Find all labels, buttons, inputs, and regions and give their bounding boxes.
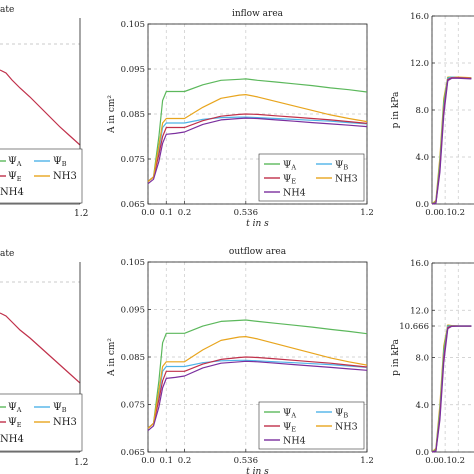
x-tick-label: 0.1 bbox=[159, 456, 173, 466]
y-tick-label: 0.095 bbox=[121, 65, 145, 75]
top-middle-chart: inflow area 0.0 0.1 0.2 0.536 1.2 0.065 0.075 0.… bbox=[107, 9, 374, 229]
bottom-left-legend: ΨA ΨB ΨE NH3 NH4 bbox=[0, 393, 83, 452]
x-tick-label: 0.536 bbox=[234, 208, 258, 218]
y-tick-label: 0.075 bbox=[121, 155, 145, 165]
x-tick-label: 1.2 bbox=[74, 458, 88, 468]
series-line-e bbox=[147, 113, 368, 182]
bottom-left-title: ate bbox=[0, 249, 14, 259]
series-line-nh3 bbox=[147, 336, 368, 429]
legend-label-psi-b: ΨB bbox=[53, 402, 67, 414]
legend-label-b: ΨB bbox=[335, 160, 348, 172]
top-left-title: ate bbox=[0, 5, 14, 15]
x-tick-label: 1.2 bbox=[360, 456, 374, 466]
y-tick-label: 12.0 bbox=[410, 306, 429, 316]
rate-curve bbox=[0, 69, 81, 146]
top-right-chart: 0.0 0.1 0.20.04.08.012.016.0p in kPa bbox=[391, 12, 474, 218]
x-tick-label: 0.0 bbox=[141, 208, 155, 218]
series-line-b bbox=[147, 359, 368, 429]
y-tick-label: 10.666 bbox=[399, 322, 429, 332]
legend-label-nh3: NH3 bbox=[53, 417, 77, 428]
legend-label-psi-b: ΨB bbox=[53, 156, 67, 168]
legend-label-nh4: NH4 bbox=[0, 434, 24, 445]
bottom-middle-chart: outflow area 0.0 0.1 0.2 0.536 1.2 0.065 0.075 0… bbox=[107, 247, 374, 474]
bottom-left-panel: ate 1.2 ΨA ΨB ΨE NH3 NH4 bbox=[0, 249, 88, 468]
y-tick-label: 16.0 bbox=[410, 12, 429, 22]
legend-label-nh4: NH4 bbox=[0, 187, 24, 198]
legend-label-a: ΨA bbox=[283, 408, 296, 420]
x-tick-label: 0.2 bbox=[451, 456, 465, 466]
pressure-series-line bbox=[431, 325, 472, 453]
y-tick-label: 0.065 bbox=[121, 448, 145, 458]
legend-label-e: ΨE bbox=[283, 174, 296, 186]
x-tick-label: 1.2 bbox=[74, 209, 88, 219]
y-tick-label: 0.105 bbox=[121, 258, 145, 268]
x-tick-label: 0.0 bbox=[141, 456, 155, 466]
series-line-nh4 bbox=[147, 117, 368, 185]
y-tick-label: 16.0 bbox=[410, 259, 429, 269]
x-tick-label: 0.2 bbox=[178, 456, 192, 466]
y-axis-label: A in cm² bbox=[107, 95, 117, 134]
legend-label-psi-e: ΨE bbox=[8, 171, 22, 183]
y-axis-label: A in cm² bbox=[107, 338, 117, 377]
x-axis-label: t in s bbox=[246, 467, 269, 474]
series-line-nh3 bbox=[147, 93, 368, 182]
series-line-b bbox=[147, 116, 368, 182]
axes-frame bbox=[147, 23, 368, 205]
x-tick-label: 0.2 bbox=[451, 208, 465, 218]
legend-label-b: ΨB bbox=[335, 408, 348, 420]
top-left-legend: ΨA ΨB ΨE NH3 NH4 bbox=[0, 148, 83, 204]
x-tick-label: 0.1 bbox=[438, 208, 452, 218]
x-axis-label: t in s bbox=[246, 219, 269, 229]
legend-label-nh3: NH3 bbox=[335, 422, 358, 433]
y-tick-label: 0.085 bbox=[121, 353, 145, 363]
series-line-e bbox=[147, 356, 368, 429]
x-tick-label: 0.0 bbox=[425, 456, 439, 466]
y-tick-label: 8.0 bbox=[415, 106, 429, 116]
y-tick-label: 12.0 bbox=[410, 59, 429, 69]
legend-label-psi-e: ΨE bbox=[8, 417, 22, 429]
chart-title: outflow area bbox=[229, 247, 287, 257]
legend-label-a: ΨA bbox=[283, 160, 296, 172]
axes-frame bbox=[147, 261, 368, 453]
rate-curve bbox=[0, 312, 81, 384]
x-tick-label: 0.1 bbox=[159, 208, 173, 218]
y-tick-label: 4.0 bbox=[415, 153, 429, 163]
x-tick-label: 0.2 bbox=[178, 208, 192, 218]
x-tick-label: 0.0 bbox=[425, 208, 439, 218]
y-tick-label: 0.095 bbox=[121, 306, 145, 316]
legend-label-psi-a: ΨA bbox=[8, 156, 22, 168]
series-line-a bbox=[147, 319, 368, 429]
legend-label-nh3: NH3 bbox=[335, 174, 358, 185]
y-tick-label: 0.0 bbox=[415, 448, 429, 458]
legend-label-psi-a: ΨA bbox=[8, 402, 22, 414]
y-tick-label: 4.0 bbox=[415, 401, 429, 411]
y-axis-label: p in kPa bbox=[391, 91, 401, 128]
x-tick-label: 0.1 bbox=[438, 456, 452, 466]
y-axis-label: p in kPa bbox=[391, 339, 401, 376]
legend-label-nh4: NH4 bbox=[283, 188, 306, 199]
y-tick-label: 8.0 bbox=[415, 354, 429, 364]
x-tick-label: 0.536 bbox=[234, 456, 258, 466]
y-tick-label: 0.075 bbox=[121, 401, 145, 411]
legend-label-nh3: NH3 bbox=[53, 171, 77, 182]
y-tick-label: 0.085 bbox=[121, 110, 145, 120]
top-left-panel: ate 1.2 ΨA ΨB ΨE NH3 NH4 bbox=[0, 5, 88, 219]
chart-title: inflow area bbox=[232, 9, 284, 19]
series-line-a bbox=[147, 78, 368, 182]
x-tick-label: 1.2 bbox=[360, 208, 374, 218]
y-tick-label: 0.065 bbox=[121, 200, 145, 210]
legend-label-e: ΨE bbox=[283, 422, 296, 434]
legend-label-nh4: NH4 bbox=[283, 436, 306, 447]
pressure-series-line bbox=[431, 77, 472, 205]
series-line-nh4 bbox=[147, 360, 368, 432]
y-tick-label: 0.0 bbox=[415, 200, 429, 210]
y-tick-label: 0.105 bbox=[121, 20, 145, 30]
